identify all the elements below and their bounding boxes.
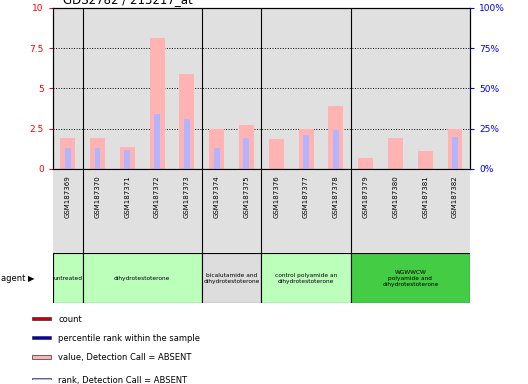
Text: GSM187370: GSM187370 (95, 176, 100, 218)
Bar (184, 119, 190, 169)
Bar (351, 253, 470, 303)
Bar (120, 147, 135, 169)
Text: count: count (58, 315, 82, 324)
Bar (202, 253, 261, 303)
Bar (180, 74, 194, 169)
Bar (60, 138, 75, 169)
Bar (209, 129, 224, 169)
Bar (239, 124, 254, 169)
Bar (303, 135, 309, 169)
Bar (452, 137, 458, 169)
Bar (95, 148, 100, 169)
Bar (418, 151, 432, 169)
Bar (32, 355, 51, 359)
Text: GSM187376: GSM187376 (274, 176, 279, 218)
Text: GSM187371: GSM187371 (124, 176, 130, 218)
Text: GSM187377: GSM187377 (303, 176, 309, 218)
Text: GSM187372: GSM187372 (154, 176, 160, 218)
Text: control polyamide an
dihydrotestoterone: control polyamide an dihydrotestoterone (275, 273, 337, 284)
Bar (124, 151, 130, 169)
Text: bicalutamide and
dihydrotestoterone: bicalutamide and dihydrotestoterone (203, 273, 260, 284)
Text: rank, Detection Call = ABSENT: rank, Detection Call = ABSENT (58, 376, 187, 384)
Text: GSM187374: GSM187374 (214, 176, 220, 218)
Bar (388, 137, 403, 169)
Bar (261, 253, 351, 303)
Text: GDS2782 / 213217_at: GDS2782 / 213217_at (63, 0, 193, 6)
Bar (333, 130, 339, 169)
Text: GSM187380: GSM187380 (392, 176, 399, 218)
Bar (53, 253, 82, 303)
Text: agent ▶: agent ▶ (1, 274, 34, 283)
Bar (32, 378, 51, 382)
Bar (154, 114, 160, 169)
Text: GSM187375: GSM187375 (243, 176, 249, 218)
Text: GSM187369: GSM187369 (65, 176, 71, 218)
Bar (90, 138, 105, 169)
Bar (269, 139, 284, 169)
Text: percentile rank within the sample: percentile rank within the sample (58, 334, 200, 343)
Bar (243, 138, 249, 169)
Bar (149, 38, 165, 169)
Bar (32, 316, 51, 320)
Bar (328, 106, 343, 169)
Bar (65, 148, 71, 169)
Text: untreated: untreated (53, 276, 82, 281)
Text: dihydrotestoterone: dihydrotestoterone (114, 276, 171, 281)
Bar (358, 158, 373, 169)
Text: GSM187373: GSM187373 (184, 176, 190, 218)
Text: GSM187378: GSM187378 (333, 176, 339, 218)
Bar (32, 336, 51, 339)
Text: value, Detection Call = ABSENT: value, Detection Call = ABSENT (58, 353, 192, 362)
Text: GSM187382: GSM187382 (452, 176, 458, 218)
Bar (214, 148, 220, 169)
Text: GSM187379: GSM187379 (363, 176, 369, 218)
Bar (82, 253, 202, 303)
Bar (448, 129, 463, 169)
Text: GSM187381: GSM187381 (422, 176, 428, 218)
Bar (299, 129, 314, 169)
Text: WGWWCW
polyamide and
dihydrotestoterone: WGWWCW polyamide and dihydrotestoterone (382, 270, 439, 287)
